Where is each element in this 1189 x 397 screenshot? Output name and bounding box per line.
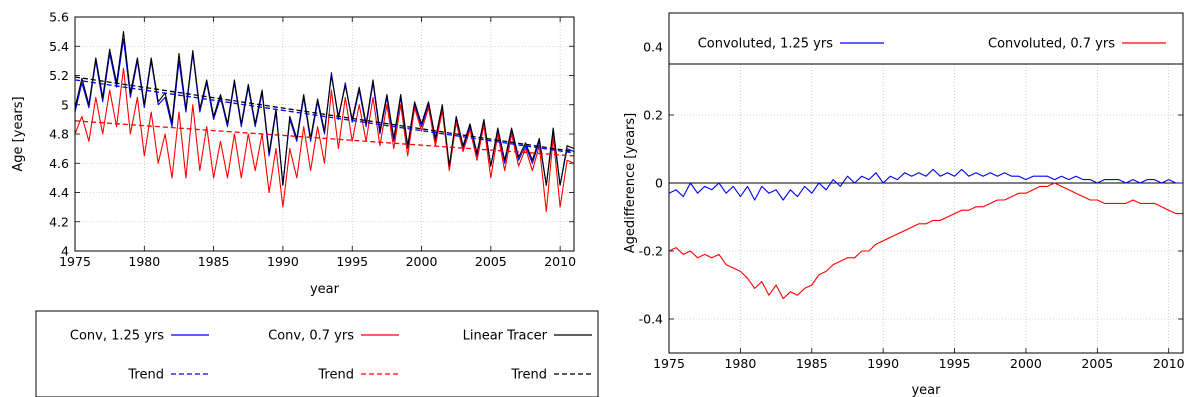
y-tick-label: -0.2 — [639, 244, 663, 259]
x-tick-label: 1995 — [336, 254, 368, 269]
y-tick-label: 5.6 — [49, 10, 69, 25]
y-tick-label: 5 — [61, 97, 69, 112]
x-tick-label: 1975 — [653, 356, 685, 371]
x-tick-label: 1990 — [867, 356, 899, 371]
series-line-5 — [74, 120, 575, 157]
x-axis-label: year — [911, 383, 941, 397]
y-tick-label: -0.4 — [639, 312, 663, 327]
y-tick-label: 5.2 — [49, 68, 69, 83]
chart-panel-1: 1975 1980 1985 1990 1995 2000 2005 2010 4 4.2 4.4 4… — [11, 10, 599, 397]
series-line-4 — [74, 79, 575, 154]
x-tick-label: 2010 — [1153, 356, 1185, 371]
legend-label: Trend — [510, 368, 547, 383]
y-tick-label: 4.2 — [49, 214, 69, 229]
y-tick-label: 0 — [655, 176, 663, 191]
series-line-1 — [668, 168, 1183, 201]
legend-box — [35, 310, 599, 397]
y-tick-label: 0.4 — [643, 40, 663, 55]
x-tick-label: 2005 — [1081, 356, 1113, 371]
legend-label: Convoluted, 0.7 yrs — [988, 37, 1115, 52]
y-axis-label: Agedifference [years] — [623, 113, 638, 253]
legend-label: Conv, 0.7 yrs — [268, 329, 354, 344]
legend-label: Trend — [317, 368, 354, 383]
series-line-3 — [74, 31, 575, 186]
y-tick-label: 5.4 — [49, 39, 69, 54]
x-tick-label: 1980 — [128, 254, 160, 269]
chart-panel-2: 1975 1980 1985 1990 1995 2000 2005 2010 -0.4 -0.2… — [623, 12, 1185, 397]
y-tick-label: 0.2 — [643, 108, 663, 123]
y-tick-label: 4.6 — [49, 156, 69, 171]
legend-label: Conv, 1.25 yrs — [70, 329, 164, 344]
x-tick-label: 2000 — [1010, 356, 1042, 371]
x-tick-label: 1985 — [198, 254, 230, 269]
legend-label: Convoluted, 1.25 yrs — [698, 37, 833, 52]
legend-label: Linear Tracer — [463, 329, 548, 344]
series-line-2 — [668, 182, 1183, 300]
x-tick-label: 1990 — [267, 254, 299, 269]
y-tick-label: 4 — [61, 244, 69, 259]
series-line-6 — [74, 76, 575, 153]
y-axis-label: Age [years] — [11, 96, 26, 171]
x-tick-label: 1975 — [59, 254, 91, 269]
x-tick-label: 1980 — [724, 356, 756, 371]
x-tick-label: 2000 — [406, 254, 438, 269]
plot-frame — [74, 16, 575, 252]
y-tick-label: 4.8 — [49, 127, 69, 142]
x-axis-label: year — [310, 282, 340, 297]
legend-label: Trend — [127, 368, 164, 383]
x-tick-label: 1995 — [939, 356, 971, 371]
legend-box — [668, 12, 1184, 65]
series-line-2 — [74, 67, 575, 213]
x-tick-label: 2005 — [475, 254, 507, 269]
x-tick-label: 2010 — [544, 254, 576, 269]
x-tick-label: 1985 — [796, 356, 828, 371]
y-tick-label: 4.4 — [49, 185, 69, 200]
